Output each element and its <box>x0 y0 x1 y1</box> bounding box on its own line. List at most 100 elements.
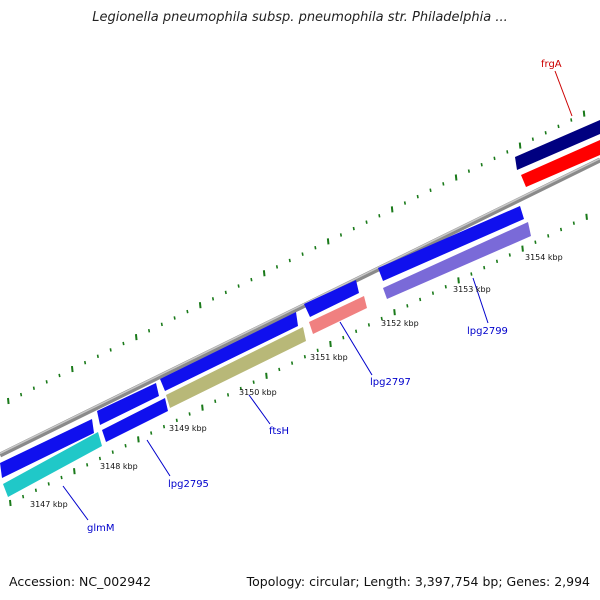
outer-tick <box>45 380 48 384</box>
outer-tick <box>416 194 419 199</box>
outer-tick <box>211 297 215 301</box>
genome-backbone-highlight <box>0 157 600 455</box>
outer-tick-marks <box>7 110 586 405</box>
inner-tick <box>124 444 127 448</box>
kbp-label-3152: 3152 kbp <box>381 319 419 328</box>
outer-tick <box>70 365 74 373</box>
frgA-leader-line <box>554 70 573 117</box>
gene-lpg2797[interactable] <box>309 296 367 334</box>
inner-tick <box>393 309 396 316</box>
outer-tick <box>147 329 151 333</box>
outer-tick <box>186 309 189 314</box>
accession-text: Accession: NC_002942 <box>9 574 152 589</box>
outer-tick <box>531 137 534 141</box>
label-leader-lines <box>62 277 489 521</box>
outer-tick <box>198 302 202 309</box>
outer-tick <box>224 290 227 295</box>
inner-tick <box>188 412 191 416</box>
kbp-label-3151: 3151 kbp <box>310 353 348 362</box>
gene-forward-2[interactable] <box>97 383 159 425</box>
outer-tick <box>557 124 560 129</box>
inner-tick <box>572 221 575 225</box>
inner-tick <box>265 372 268 379</box>
inner-tick <box>150 431 153 435</box>
inner-tick <box>290 361 294 365</box>
inner-tick <box>98 456 102 461</box>
inner-tick <box>329 340 332 348</box>
gene-frgA-forward[interactable] <box>515 120 600 170</box>
inner-tick <box>252 380 255 384</box>
outer-tick <box>403 201 407 205</box>
kbp-label-3154: 3154 kbp <box>525 253 563 262</box>
inner-tick <box>9 499 12 507</box>
outer-tick <box>442 182 445 186</box>
outer-tick <box>352 226 355 231</box>
inner-tick <box>73 468 76 475</box>
gene-label-ftsH[interactable]: ftsH <box>269 426 289 437</box>
inner-tick <box>521 245 524 252</box>
inner-tick <box>278 367 281 372</box>
outer-tick <box>109 348 112 352</box>
gene-lpg2795[interactable] <box>102 398 168 442</box>
gene-frgA[interactable] <box>521 140 600 187</box>
inner-tick <box>60 475 63 480</box>
gene-label-lpg2799[interactable]: lpg2799 <box>467 326 508 337</box>
outer-tick <box>467 169 470 173</box>
inner-tick <box>483 265 486 270</box>
inner-tick <box>47 482 50 486</box>
inner-tick <box>508 253 511 257</box>
outer-tick <box>288 258 291 263</box>
inner-tick <box>585 213 588 220</box>
inner-tick <box>175 418 178 423</box>
outer-tick <box>134 334 138 341</box>
inner-tick <box>201 404 204 411</box>
outer-tick <box>173 316 176 320</box>
gene-label-glmM[interactable]: glmM <box>87 523 115 534</box>
inner-tick <box>22 494 25 499</box>
inner-tick <box>534 240 537 244</box>
inner-tick <box>86 463 89 467</box>
kbp-label-3153: 3153 kbp <box>453 285 491 294</box>
inner-tick <box>495 259 499 264</box>
inner-tick <box>239 386 242 391</box>
inner-tick <box>457 277 460 284</box>
gene-forward-1[interactable] <box>0 419 94 478</box>
inner-tick <box>470 272 473 276</box>
outer-tick <box>378 214 381 218</box>
inner-tick <box>380 316 383 321</box>
outer-tick <box>429 188 432 192</box>
gene-forward-3[interactable] <box>160 312 298 391</box>
inner-tick <box>406 304 409 308</box>
inner-tick <box>162 424 166 429</box>
gene-label-lpg2795[interactable]: lpg2795 <box>168 479 209 490</box>
gene-label-frgA[interactable]: frgA <box>541 59 562 70</box>
inner-tick <box>355 329 358 334</box>
inner-tick <box>316 348 319 353</box>
outer-tick <box>301 252 304 256</box>
outer-tick <box>262 270 266 277</box>
outer-tick <box>339 233 343 237</box>
gene-lpg2799[interactable] <box>383 222 531 299</box>
inner-tick <box>342 335 345 340</box>
outer-tick <box>314 245 317 250</box>
outer-tick <box>160 322 163 327</box>
outer-tick <box>365 220 368 224</box>
kbp-label-3147: 3147 kbp <box>30 500 68 509</box>
inner-tick <box>444 285 447 289</box>
outer-tick <box>544 131 547 135</box>
outer-tick <box>570 118 573 122</box>
outer-tick <box>96 354 99 359</box>
gene-forward-4[interactable] <box>304 280 359 317</box>
gene-ftsH[interactable] <box>166 327 306 408</box>
gene-label-lpg2797[interactable]: lpg2797 <box>370 377 411 388</box>
outer-tick <box>493 156 496 161</box>
inner-tick <box>559 227 563 232</box>
outer-tick <box>122 341 125 346</box>
gene-glmM[interactable] <box>3 432 102 497</box>
inner-tick <box>226 393 230 397</box>
outer-tick <box>326 238 330 245</box>
outer-tick <box>454 174 458 181</box>
outer-tick <box>506 150 509 154</box>
gene-forward-5[interactable] <box>378 206 524 281</box>
